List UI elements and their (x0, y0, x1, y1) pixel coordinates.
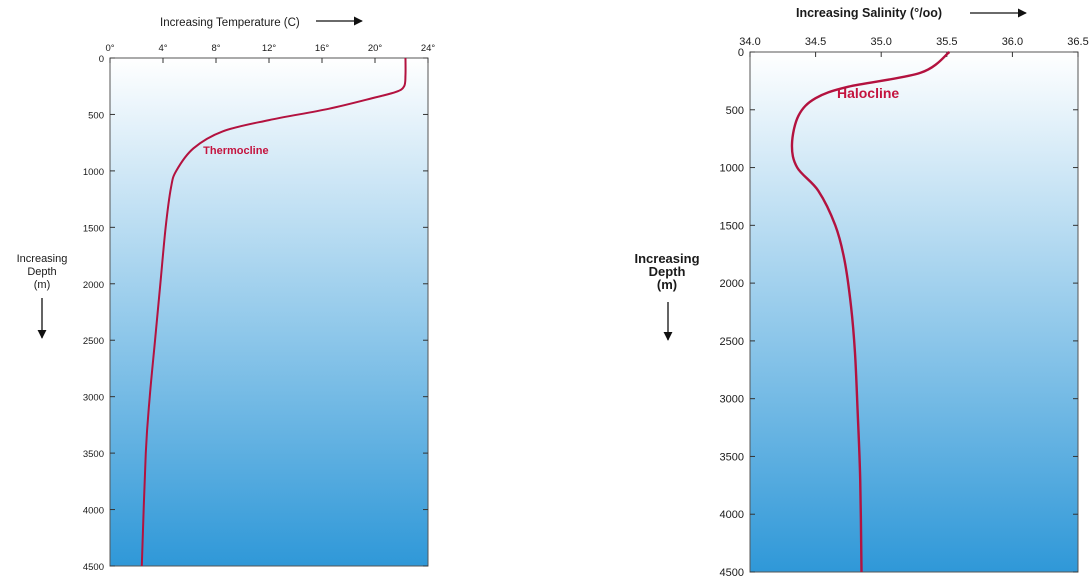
halocline-annotation: Halocline (837, 85, 899, 101)
x-tick-label: 0° (105, 43, 114, 54)
x-tick-label: 24° (421, 43, 436, 54)
salinity-plot-area (749, 51, 1079, 573)
temperature-y-ticks: 0 500 1000 1500 2000 2500 3000 3500 4000 4500 (83, 54, 428, 573)
salinity-axis-title: Increasing Salinity (°/oo) (796, 6, 942, 20)
x-tick-label: 8° (211, 43, 220, 54)
y-tick-label: 500 (726, 105, 744, 117)
y-tick-label: 4500 (83, 562, 104, 573)
x-tick-label: 36.5 (1067, 36, 1088, 48)
temperature-panel: 0° 4° 8° 12° 16° 20° 24° 0 500 1000 1500 2000 2500 3… (17, 16, 435, 573)
x-tick-label: 20° (368, 43, 383, 54)
x-tick-label: 16° (315, 43, 330, 54)
x-tick-label: 34.5 (805, 36, 826, 48)
y-tick-label: 4000 (720, 509, 744, 521)
depth-label-line: Depth (27, 266, 56, 278)
x-tick-label: 4° (158, 43, 167, 54)
x-tick-label: 34.0 (739, 36, 760, 48)
depth-label-line: (m) (657, 277, 677, 292)
y-tick-label: 1500 (83, 223, 104, 234)
depth-label-line: Depth (649, 264, 686, 279)
y-tick-label: 1000 (720, 163, 744, 175)
salinity-x-ticks: 34.0 34.5 35.0 35.5 36.0 36.5 (739, 36, 1089, 57)
y-tick-label: 4500 (720, 567, 744, 577)
y-tick-label: 4000 (83, 506, 104, 517)
y-tick-label: 500 (88, 110, 104, 121)
y-tick-label: 2500 (83, 336, 104, 347)
temperature-axis-title: Increasing Temperature (C) (160, 17, 300, 29)
temperature-profile-line (140, 57, 407, 567)
salinity-panel: 34.0 34.5 35.0 35.5 36.0 36.5 0 500 1000 1500 200… (634, 6, 1088, 577)
y-tick-label: 1000 (83, 167, 104, 178)
y-tick-label: 3000 (83, 393, 104, 404)
temperature-plot-area (109, 57, 429, 567)
x-tick-label: 12° (262, 43, 277, 54)
y-tick-label: 0 (99, 54, 104, 65)
depth-label-line: Increasing (17, 253, 68, 265)
temperature-x-ticks: 0° 4° 8° 12° 16° 20° 24° (105, 43, 435, 63)
y-tick-label: 3000 (720, 394, 744, 406)
y-tick-label: 2000 (720, 278, 744, 290)
x-tick-label: 35.0 (870, 36, 891, 48)
salinity-profile-line (790, 51, 951, 573)
salinity-y-ticks: 0 500 1000 1500 2000 2500 3000 3500 4000 4500 (720, 47, 1078, 577)
y-tick-label: 3500 (83, 449, 104, 460)
y-tick-label: 1500 (720, 220, 744, 232)
y-tick-label: 3500 (720, 451, 744, 463)
thermocline-annotation: Thermocline (203, 145, 268, 157)
depth-label-line: Increasing (634, 251, 699, 266)
x-tick-label: 35.5 (936, 36, 957, 48)
y-tick-label: 2500 (720, 336, 744, 348)
y-tick-label: 0 (738, 47, 744, 59)
depth-label-line: (m) (34, 279, 51, 291)
x-tick-label: 36.0 (1002, 36, 1023, 48)
y-tick-label: 2000 (83, 280, 104, 291)
